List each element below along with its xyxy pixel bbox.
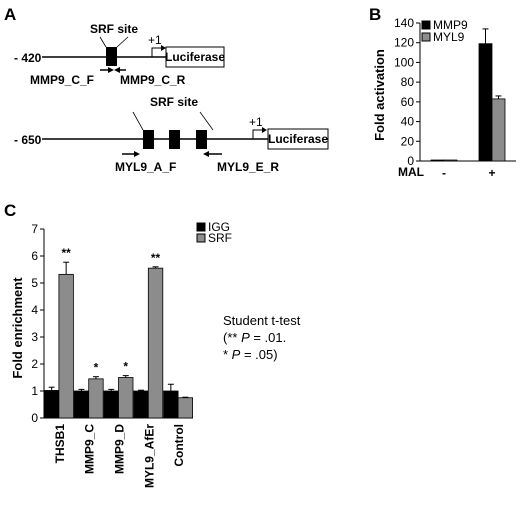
legend-label-mmp9: MMP9 — [433, 18, 468, 32]
mmp9-tss-label: +1 — [148, 33, 162, 47]
legend-swatch-igg — [196, 222, 206, 232]
chart-c-bar-srf — [58, 273, 74, 419]
chart-c-category-label: MYL9_AfEr — [142, 424, 156, 488]
legend-swatch-mmp9 — [421, 20, 431, 30]
mmp9-primer-r-label: MMP9_C_R — [120, 73, 186, 87]
mmp9-reverse-primer-head — [114, 67, 120, 73]
mmp9-primer-f-label: MMP9_C_F — [30, 73, 94, 87]
mmp9-position-label: - 420 — [14, 51, 42, 65]
chart-c-bar-srf — [88, 378, 104, 419]
chart-b-bar-mmp9 — [430, 159, 445, 162]
myl9-tss-arrowhead — [262, 127, 267, 133]
chart-c-bar-srf — [147, 267, 164, 419]
chart-b-ylabel: Fold activation — [372, 49, 387, 141]
chart-c-bar-srf — [177, 397, 194, 419]
myl9-srf-box-2 — [169, 130, 180, 149]
mmp9-luciferase-label: Luciferase — [165, 50, 225, 64]
chart-b-legend: MMP9 MYL9 — [421, 18, 468, 44]
chart-c-category-label: Control — [172, 424, 186, 467]
chart-c-bar-igg — [133, 390, 149, 419]
chart-c-bar-igg — [44, 390, 60, 419]
fold-activation-chart: Fold activation MAL MMP9 MYL9 0 20 40 60 80 1… — [372, 16, 516, 180]
chart-b-bar-myl9 — [443, 159, 458, 162]
chart-b-ytick-label: 60 — [401, 95, 415, 109]
chart-c-ylabel: Fold enrichment — [10, 277, 25, 379]
myl9-tss-arrow — [252, 129, 263, 139]
chart-b-ytick-label: 120 — [394, 36, 414, 50]
chart-c-category-label: THSB1 — [53, 424, 67, 464]
myl9-luciferase-label: Luciferase — [268, 132, 328, 146]
stats-note-line3: * P = .05) — [223, 347, 278, 362]
chart-c-ytick-label: 3 — [31, 330, 38, 344]
chart-c-significance-marker: * — [94, 361, 99, 375]
mmp9-construct: - 420 SRF site +1 Luciferase MMP9_C_F MM… — [14, 22, 225, 87]
myl9-position-label: - 650 — [14, 133, 42, 147]
chart-c-bar-igg — [163, 390, 179, 419]
myl9-site-callout-right — [199, 111, 214, 131]
chart-c-ytick-label: 0 — [31, 411, 38, 425]
chart-b-ytick-label: 20 — [401, 134, 415, 148]
myl9-luciferase-box — [267, 128, 329, 150]
myl9-construct: - 650 SRF site +1 Luciferase MYL9_A_F MY… — [14, 95, 329, 174]
stats-note-line2: (** P = .01. — [223, 330, 286, 345]
mmp9-luciferase-box — [165, 46, 225, 68]
chart-c-category-label: MMP9_D — [113, 424, 127, 474]
chart-b-ytick-label: 100 — [394, 55, 414, 69]
mmp9-site-callout-right — [116, 36, 129, 48]
mmp9-site-callout-left — [99, 36, 107, 48]
chart-c-bar-srf — [118, 377, 134, 419]
chart-c-bar-igg — [73, 390, 90, 419]
chart-b-ytick-label: 0 — [407, 154, 414, 168]
chart-c-ytick-label: 1 — [31, 384, 38, 398]
chart-c-ytick-label: 7 — [31, 222, 38, 236]
chart-b-ytick-label: 40 — [401, 115, 415, 129]
fold-enrichment-chart: Fold enrichment IGG SRF 01234567**THSB1*… — [10, 220, 232, 488]
legend-swatch-srf — [196, 233, 206, 243]
myl9-forward-primer-head — [134, 151, 140, 157]
mmp9-tss-arrow — [151, 47, 162, 57]
myl9-srf-site-label: SRF site — [150, 95, 198, 109]
legend-swatch-myl9 — [421, 32, 431, 42]
chart-b-bar-mmp9 — [478, 43, 493, 162]
chart-b-ytick-label: 140 — [394, 16, 414, 30]
chart-c-significance-marker: ** — [61, 246, 71, 260]
legend-label-myl9: MYL9 — [433, 30, 465, 44]
chart-c-ytick-label: 6 — [31, 249, 38, 263]
chart-b-ytick-label: 80 — [401, 75, 415, 89]
chart-b-category-label: - — [442, 166, 446, 180]
myl9-primer-r-label: MYL9_E_R — [217, 160, 279, 174]
legend-label-igg: IGG — [208, 220, 230, 234]
chart-b-bar-myl9 — [491, 98, 506, 162]
stats-note-line1: Student t-test — [223, 313, 301, 328]
mmp9-srf-site-label: SRF site — [90, 22, 138, 36]
chart-c-significance-marker: ** — [151, 251, 161, 265]
chart-c-legend: IGG SRF — [196, 220, 232, 245]
panel-c-letter: C — [4, 201, 16, 220]
myl9-srf-box-3 — [196, 130, 207, 149]
mmp9-srf-box — [106, 47, 117, 66]
chart-c-significance-marker: * — [123, 360, 128, 374]
myl9-reverse-primer-head — [203, 151, 209, 157]
chart-c-ytick-label: 5 — [31, 276, 38, 290]
chart-c-category-label: MMP9_C — [83, 424, 97, 474]
chart-c-ytick-label: 4 — [31, 303, 38, 317]
myl9-tss-label: +1 — [249, 115, 263, 129]
chart-b-category-label: + — [488, 166, 495, 180]
myl9-site-callout-left — [132, 111, 144, 131]
chart-c-bar-igg — [103, 390, 119, 419]
chart-b-xlabel: MAL — [398, 165, 424, 179]
myl9-srf-box-1 — [143, 130, 154, 149]
panel-b-letter: B — [369, 5, 381, 24]
chart-c-ytick-label: 2 — [31, 357, 38, 371]
statistics-note: Student t-test (** P = .01. * P = .05) — [223, 313, 301, 362]
mmp9-forward-primer-head — [108, 67, 114, 73]
legend-label-srf: SRF — [208, 231, 232, 245]
mmp9-tss-arrowhead — [161, 45, 166, 51]
myl9-primer-f-label: MYL9_A_F — [115, 160, 176, 174]
panel-a-letter: A — [4, 5, 16, 24]
